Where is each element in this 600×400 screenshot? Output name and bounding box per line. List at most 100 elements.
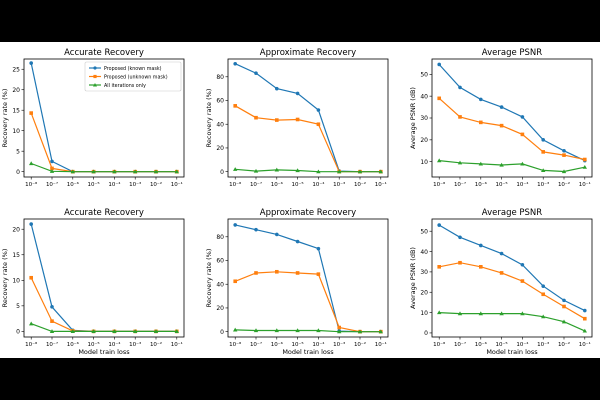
- y-tick-label: 80: [216, 234, 224, 241]
- x-tick-label: 10⁻¹: [375, 181, 387, 188]
- y-tick-label: 30: [420, 269, 428, 276]
- chart-title: Accurate Recovery: [64, 48, 144, 58]
- data-point: [50, 319, 54, 323]
- x-tick-label: 10⁻⁸: [229, 181, 242, 188]
- plot-frame: [23, 218, 185, 338]
- legend-label: All iterations only: [104, 83, 146, 89]
- data-point: [112, 329, 117, 333]
- x-tick-label: 10⁻²: [150, 341, 162, 348]
- data-point: [520, 115, 525, 119]
- x-tick-label: 10⁻⁸: [25, 181, 38, 188]
- x-tick-label: 10⁻²: [558, 341, 570, 348]
- data-point: [520, 262, 525, 267]
- y-tick-label: 0: [16, 329, 20, 336]
- x-tick-label: 10⁻⁷: [46, 341, 58, 348]
- data-point: [153, 169, 159, 174]
- x-axis-label: Model train loss: [78, 348, 130, 356]
- plot-frame: [227, 218, 389, 338]
- data-point: [275, 269, 279, 274]
- data-point: [29, 161, 34, 166]
- data-point: [478, 311, 483, 316]
- plot-frame: [431, 58, 593, 178]
- data-point: [295, 91, 300, 96]
- plot-frame: [23, 58, 185, 178]
- x-tick-label: 10⁻⁶: [67, 341, 80, 348]
- data-point: [316, 246, 321, 251]
- data-point: [562, 148, 566, 153]
- x-tick-label: 10⁻⁷: [454, 181, 466, 188]
- y-tick-label: 80: [216, 74, 224, 81]
- x-tick-label: 10⁻¹: [171, 341, 183, 348]
- chart-panel-2: Approximate Recovery Recovery rate (%) 0 20…: [205, 48, 389, 188]
- data-point: [458, 235, 462, 240]
- y-tick-label: 20: [12, 226, 20, 233]
- data-point: [233, 279, 237, 284]
- x-tick-label: 10⁻²: [558, 181, 570, 188]
- series-line-proposed_unknown: [438, 97, 585, 161]
- data-point: [50, 305, 54, 309]
- data-point: [133, 329, 138, 333]
- data-point: [458, 85, 462, 90]
- data-point: [337, 325, 341, 330]
- data-point: [561, 169, 567, 174]
- data-point: [541, 150, 545, 154]
- data-point: [562, 153, 566, 157]
- data-point: [437, 310, 442, 315]
- data-point: [133, 169, 138, 174]
- data-point: [499, 271, 504, 275]
- data-point: [479, 243, 483, 248]
- y-axis-label: Recovery rate (%): [1, 89, 9, 148]
- x-tick-label: 10⁻⁶: [271, 341, 284, 348]
- data-point: [49, 169, 55, 173]
- x-tick-label: 10⁻³: [129, 181, 141, 188]
- chart-panel-6: Average PSNR Average PSNR (dB) Model train…: [409, 208, 593, 356]
- data-point: [274, 167, 279, 172]
- data-point: [91, 169, 96, 174]
- x-tick-label: 10⁻³: [333, 341, 345, 348]
- data-point: [499, 311, 504, 316]
- x-tick-label: 10⁻²: [150, 181, 162, 188]
- chart-panel-3: Average PSNR Average PSNR (dB) 10 20 30 40 50 1…: [409, 48, 593, 188]
- x-tick-label: 10⁻⁴: [312, 341, 325, 348]
- data-point: [295, 328, 300, 333]
- data-point: [70, 169, 75, 174]
- data-point: [233, 104, 237, 108]
- x-tick-label: 10⁻⁶: [475, 181, 488, 188]
- data-point: [295, 117, 300, 122]
- x-tick-label: 10⁻³: [537, 181, 549, 188]
- y-tick-label: 0: [220, 169, 224, 176]
- figure-canvas: Accurate Recovery Recovery rate (%) 0 5 10 15…: [1, 48, 593, 356]
- data-point: [499, 105, 504, 109]
- data-point: [499, 162, 504, 167]
- data-point: [274, 328, 279, 333]
- x-tick-label: 10⁻⁴: [516, 341, 529, 348]
- chart-panel-5: Approximate Recovery Recovery rate (%) Mod…: [205, 208, 389, 356]
- data-point: [561, 319, 567, 324]
- data-point: [254, 71, 258, 76]
- x-tick-label: 10⁻⁸: [229, 341, 242, 348]
- data-point: [29, 222, 33, 226]
- y-tick-label: 60: [216, 98, 224, 105]
- chart-title: Approximate Recovery: [260, 48, 356, 58]
- x-tick-label: 10⁻²: [354, 341, 366, 348]
- x-tick-label: 10⁻⁴: [312, 181, 325, 188]
- data-point: [437, 223, 442, 227]
- data-point: [29, 321, 34, 326]
- y-tick-label: 50: [420, 71, 428, 78]
- x-tick-label: 10⁻⁷: [250, 341, 262, 348]
- series-line-proposed_unknown: [30, 277, 177, 332]
- data-point: [520, 161, 525, 166]
- data-point: [479, 97, 483, 102]
- data-point: [541, 284, 545, 288]
- y-tick-label: 0: [424, 330, 428, 337]
- y-tick-label: 40: [420, 93, 428, 100]
- y-tick-label: 60: [216, 258, 224, 265]
- data-point: [295, 168, 300, 173]
- data-point: [233, 61, 237, 66]
- x-tick-label: 10⁻⁸: [433, 341, 446, 348]
- data-point: [437, 158, 442, 163]
- plot-frame: [227, 58, 389, 178]
- data-point: [174, 169, 179, 174]
- x-tick-label: 10⁻⁷: [250, 181, 262, 188]
- y-axis-label: Recovery rate (%): [205, 249, 213, 308]
